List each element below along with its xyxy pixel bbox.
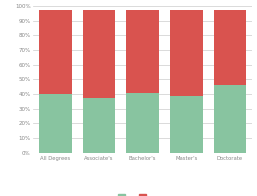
Bar [82, 10, 115, 99]
Bar [126, 93, 159, 153]
Bar [170, 10, 203, 96]
Bar [214, 10, 246, 85]
Bar [39, 10, 72, 94]
Bar [39, 94, 72, 153]
Bar [126, 10, 159, 93]
Bar [170, 96, 203, 153]
Bar [214, 85, 246, 153]
Bar [82, 99, 115, 153]
